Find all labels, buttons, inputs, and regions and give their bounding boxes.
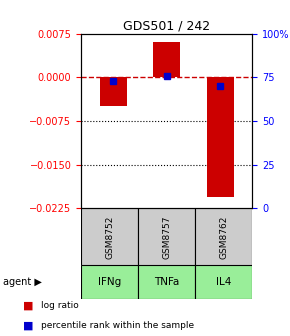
Text: IFNg: IFNg <box>98 277 121 287</box>
Bar <box>81 208 138 265</box>
Text: log ratio: log ratio <box>41 301 78 310</box>
Text: ■: ■ <box>23 321 34 331</box>
Bar <box>100 77 127 107</box>
Bar <box>138 208 195 265</box>
Bar <box>153 42 180 77</box>
Text: ■: ■ <box>23 301 34 311</box>
Text: GSM8762: GSM8762 <box>219 215 228 259</box>
Text: TNFa: TNFa <box>154 277 180 287</box>
Bar <box>195 208 252 265</box>
Text: agent ▶: agent ▶ <box>3 277 42 287</box>
Text: GSM8757: GSM8757 <box>162 215 171 259</box>
Title: GDS501 / 242: GDS501 / 242 <box>123 19 210 33</box>
Bar <box>207 77 233 197</box>
Text: GSM8752: GSM8752 <box>105 215 114 259</box>
Text: IL4: IL4 <box>216 277 231 287</box>
Bar <box>138 265 195 299</box>
Bar <box>195 265 252 299</box>
Bar <box>81 265 138 299</box>
Text: percentile rank within the sample: percentile rank within the sample <box>41 322 194 330</box>
